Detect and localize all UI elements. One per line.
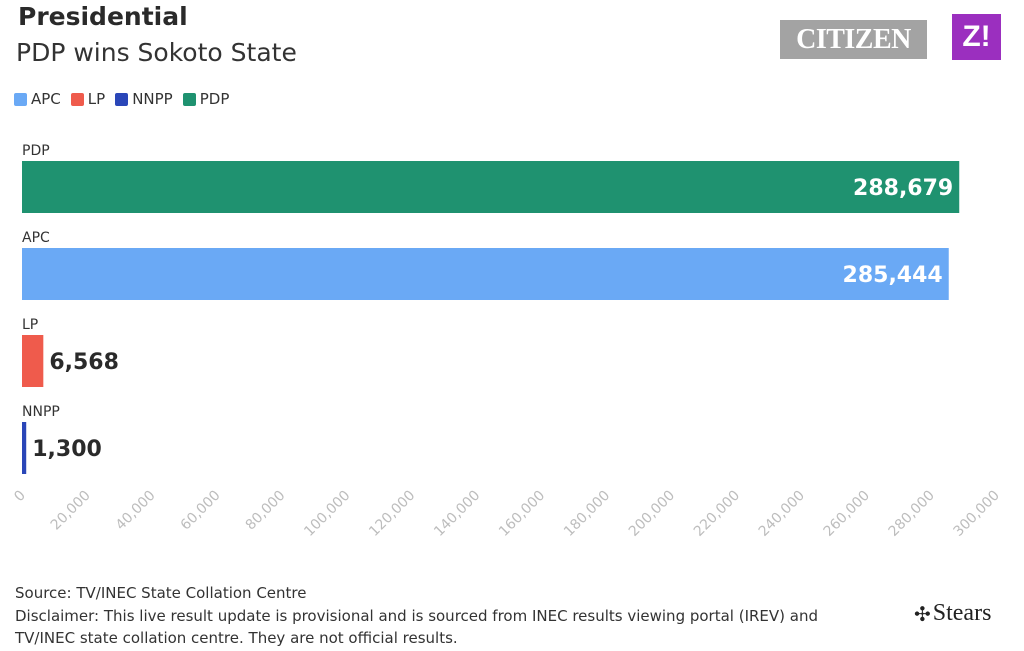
bar-apc (22, 248, 949, 300)
source-note: Source: TV/INEC State Collation Centre (15, 584, 307, 602)
legend-swatch-lp (70, 92, 84, 106)
x-tick-label: 180,000 (561, 488, 613, 540)
x-tick-label: 60,000 (178, 488, 224, 534)
stears-logo-text: Stears (932, 600, 992, 626)
legend-item-lp: LP (70, 90, 106, 108)
value-label-pdp: 288,679 (853, 176, 953, 201)
legend-swatch-apc (14, 92, 27, 106)
legend-label-pdp: PDP (199, 90, 230, 108)
bar-nnpp (22, 422, 27, 474)
legend-swatch-nnpp (115, 92, 129, 106)
stears-logo: ✣ Stears (914, 600, 991, 627)
x-tick-label: 160,000 (496, 488, 548, 540)
value-label-nnpp: 1,300 (32, 437, 102, 462)
x-tick-label: 280,000 (886, 488, 938, 540)
value-label-lp: 6,568 (49, 350, 119, 375)
citizen-logo: CITIZEN (780, 20, 927, 59)
legend-item-nnpp: NNPP (115, 90, 173, 108)
legend-label-nnpp: NNPP (132, 90, 173, 108)
chart-legend: APC LP NNPP PDP (14, 90, 229, 108)
legend-label-lp: LP (87, 90, 106, 108)
category-label-nnpp: NNPP (22, 404, 60, 420)
x-tick-label: 300,000 (951, 488, 1003, 540)
chart-subtitle: PDP wins Sokoto State (16, 38, 297, 67)
bar-pdp (22, 161, 960, 213)
x-tick-label: 220,000 (691, 488, 743, 540)
category-label-apc: APC (22, 230, 50, 246)
x-tick-label: 0 (11, 488, 29, 506)
x-tick-label: 20,000 (48, 488, 94, 534)
x-tick-label: 80,000 (243, 488, 289, 534)
category-label-pdp: PDP (22, 143, 50, 159)
x-tick-label: 200,000 (626, 488, 678, 540)
category-label-lp: LP (22, 317, 38, 333)
disclaimer-line-2: TV/INEC state collation centre. They are… (15, 629, 458, 647)
stears-icon: ✣ (914, 601, 931, 626)
x-tick-label: 240,000 (756, 488, 808, 540)
chart-title: Presidential (18, 2, 188, 31)
zikoko-logo: Z! (952, 14, 1001, 60)
bar-chart: PDP 288,679 APC 285,444 LP 6,568 NNPP 1,300 0 20,… (11, 143, 1003, 540)
x-tick-label: 260,000 (821, 488, 873, 540)
x-tick-label: 140,000 (431, 488, 483, 540)
value-label-apc: 285,444 (843, 263, 943, 288)
legend-label-apc: APC (31, 90, 61, 108)
x-tick-label: 100,000 (301, 488, 353, 540)
x-tick-label: 40,000 (113, 488, 159, 534)
legend-item-apc: APC (14, 90, 61, 108)
legend-swatch-pdp (182, 92, 196, 106)
legend-item-pdp: PDP (182, 90, 230, 108)
disclaimer-line-1: Disclaimer: This live result update is p… (15, 607, 819, 625)
x-tick-label: 120,000 (366, 488, 418, 540)
bar-lp (22, 335, 44, 387)
